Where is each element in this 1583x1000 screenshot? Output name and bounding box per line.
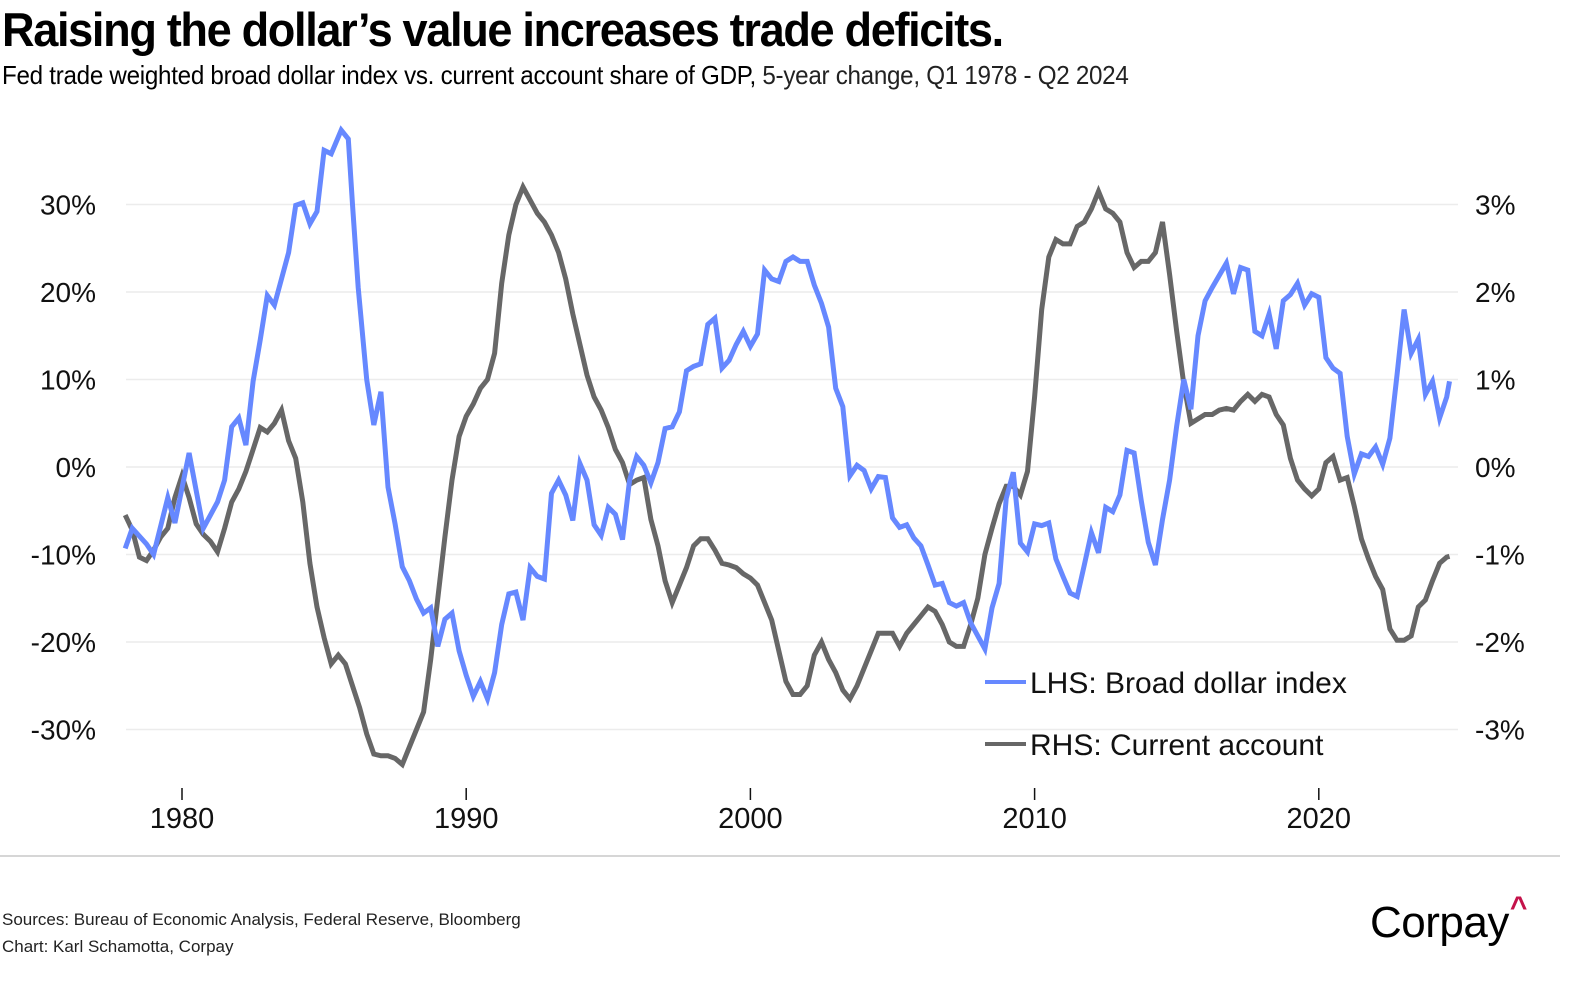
y-left-tick-label: 0%: [56, 452, 96, 483]
y-axis-right: 3% 2% 1% 0% -1% -2% -3%: [1475, 190, 1525, 746]
footer-divider: [0, 855, 1560, 857]
sources-text: Sources: Bureau of Economic Analysis, Fe…: [2, 910, 521, 929]
y-axis-left: 30% 20% 10% 0% -10% -20% -30%: [31, 190, 96, 746]
x-tick-label: 2000: [718, 803, 783, 835]
subtitle-period: 5-year change, Q1 1978 - Q2 2024: [755, 60, 1129, 90]
y-right-tick-label: 1%: [1475, 365, 1515, 396]
x-tick-label: 2010: [1002, 803, 1067, 835]
footer-sources: Sources: Bureau of Economic Analysis, Fe…: [2, 906, 521, 960]
x-tick-label: 2020: [1287, 803, 1352, 835]
x-tick-label: 1990: [434, 803, 499, 835]
y-left-tick-label: -20%: [31, 627, 96, 658]
legend: LHS: Broad dollar index RHS: Current acco…: [985, 667, 1347, 762]
series-line-broad-dollar-index: [122, 125, 1452, 707]
y-left-tick-label: -10%: [31, 540, 96, 571]
line-chart: 30% 20% 10% 0% -10% -20% -30% 3% 2% 1% 0% -1% -2% -3…: [31, 125, 1525, 835]
logo-caret-icon: ^: [1509, 891, 1528, 924]
credit-text: Chart: Karl Schamotta, Corpay: [2, 937, 234, 956]
chart-subtitle: Fed trade weighted broad dollar index vs…: [2, 60, 1129, 91]
corpay-logo: Corpay^: [1370, 891, 1527, 948]
y-left-tick-label: 20%: [40, 277, 96, 308]
y-right-tick-label: 0%: [1475, 452, 1515, 483]
subtitle-main: Fed trade weighted broad dollar index vs…: [2, 60, 756, 90]
series-lines: [122, 125, 1452, 769]
y-right-tick-label: -3%: [1475, 715, 1525, 746]
legend-label: RHS: Current account: [1030, 729, 1324, 762]
y-right-tick-label: 3%: [1475, 190, 1515, 221]
gridlines: [126, 203, 1458, 731]
x-tick-label: 1980: [150, 803, 215, 835]
y-right-tick-label: -2%: [1475, 627, 1525, 658]
y-left-tick-label: 10%: [40, 365, 96, 396]
chart-title: Raising the dollar’s value increases tra…: [2, 3, 1004, 56]
x-axis: 1980 1990 2000 2010 2020: [150, 788, 1351, 835]
y-right-tick-label: 2%: [1475, 277, 1515, 308]
logo-text: Corpay: [1370, 898, 1509, 947]
y-right-tick-label: -1%: [1475, 540, 1525, 571]
legend-label: LHS: Broad dollar index: [1030, 667, 1347, 700]
y-left-tick-label: -30%: [31, 715, 96, 746]
series-line-current-account: [122, 181, 1451, 769]
y-left-tick-label: 30%: [40, 190, 96, 221]
